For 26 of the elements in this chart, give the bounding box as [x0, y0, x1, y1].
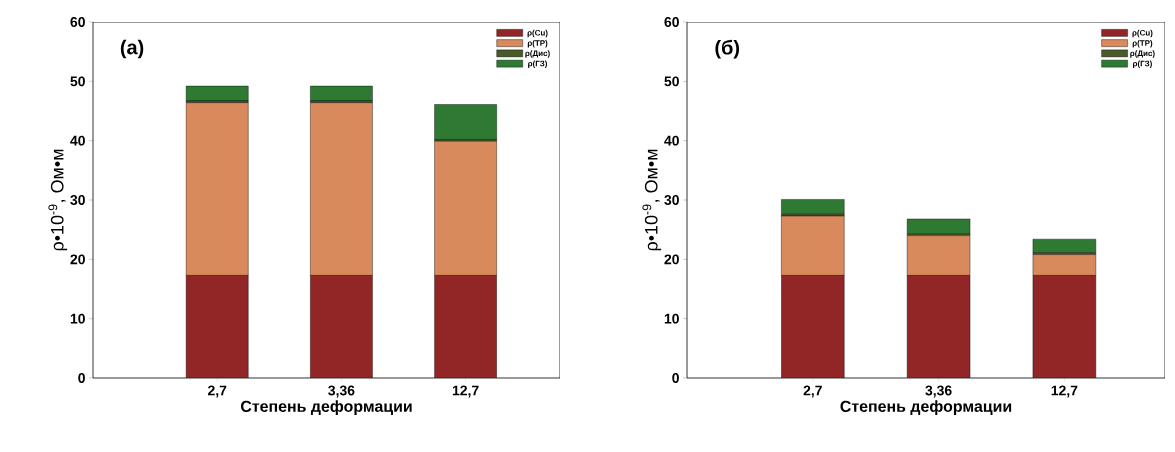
- y-tick-label: 10: [70, 313, 85, 324]
- y-tick-label: 10: [664, 313, 679, 324]
- y-tick-label: 0: [78, 373, 85, 383]
- y-tick-label: 50: [664, 76, 679, 87]
- x-tick-label: 3,36: [925, 385, 952, 398]
- y-tick-label: 30: [70, 195, 85, 205]
- x-tick-label: 12,7: [1051, 385, 1078, 398]
- y-tick-label: 20: [664, 254, 679, 265]
- x-tick-label: 12,7: [452, 385, 479, 398]
- x-tick-label: 2,7: [803, 385, 822, 398]
- x-tick-label: 2,7: [207, 385, 227, 398]
- y-tick-label: 20: [70, 254, 85, 265]
- text: (б): [715, 39, 740, 59]
- y-tick-label: 30: [664, 195, 679, 205]
- x-axis-title: Степень деформации: [840, 400, 1012, 416]
- y-axis-title: ρ•10$^{-9}$, Ом•м: [642, 149, 662, 251]
- y-axis-title: ρ•10$^{-9}$, Ом•м: [48, 149, 68, 251]
- text: (a): [120, 39, 144, 59]
- y-tick-label: 40: [70, 135, 85, 146]
- y-tick-label: 50: [70, 76, 85, 87]
- y-tick-label: 60: [70, 17, 85, 27]
- x-axis-title: Степень деформации: [240, 400, 412, 416]
- y-tick-label: 40: [664, 135, 679, 146]
- x-tick-label: 3,36: [328, 385, 355, 398]
- y-tick-label: 60: [664, 17, 679, 27]
- y-tick-label: 0: [672, 373, 679, 383]
